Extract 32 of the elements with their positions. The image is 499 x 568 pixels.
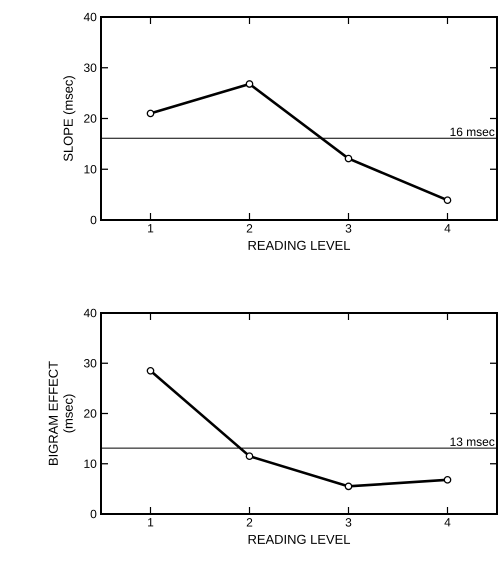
- point: [146, 110, 154, 118]
- y-tick-label: 30: [84, 359, 96, 368]
- x-tick-label: 3: [346, 518, 352, 527]
- y-tick-label: 0: [90, 510, 96, 518]
- x-tick-label: 4: [444, 224, 450, 232]
- x-tick-label: 3: [346, 224, 352, 233]
- point: [444, 196, 452, 204]
- point: [246, 80, 254, 88]
- x-tick-label: 1: [148, 518, 154, 526]
- point: [344, 154, 352, 162]
- y-axis-title: SLOPE (msec): [63, 76, 76, 162]
- x-tick-label: 4: [444, 518, 450, 526]
- point: [444, 476, 452, 484]
- y-tick-label: 40: [84, 308, 96, 318]
- y-tick-label: 10: [84, 165, 96, 174]
- y-axis-title: BIGRAM EFFECT (msec): [48, 361, 76, 465]
- y-tick-label: 40: [84, 12, 96, 22]
- ref-line-label: 13 msec: [450, 438, 494, 446]
- x-axis-title: READING LEVEL: [248, 240, 350, 250]
- point: [344, 482, 352, 490]
- ref-line-label: 16 msec: [450, 128, 494, 136]
- y-tick-label: 10: [84, 460, 96, 468]
- y-tick-label: 0: [90, 216, 96, 224]
- y-tick-label: 20: [84, 114, 96, 123]
- x-axis-title: READING LEVEL: [248, 534, 350, 544]
- x-tick-label: 2: [246, 224, 252, 233]
- y-tick-label: 30: [84, 64, 96, 72]
- point: [146, 366, 154, 375]
- x-tick-label: 2: [246, 518, 252, 527]
- x-tick-label: 1: [148, 224, 154, 232]
- y-tick-label: 20: [84, 409, 96, 418]
- point: [246, 452, 254, 460]
